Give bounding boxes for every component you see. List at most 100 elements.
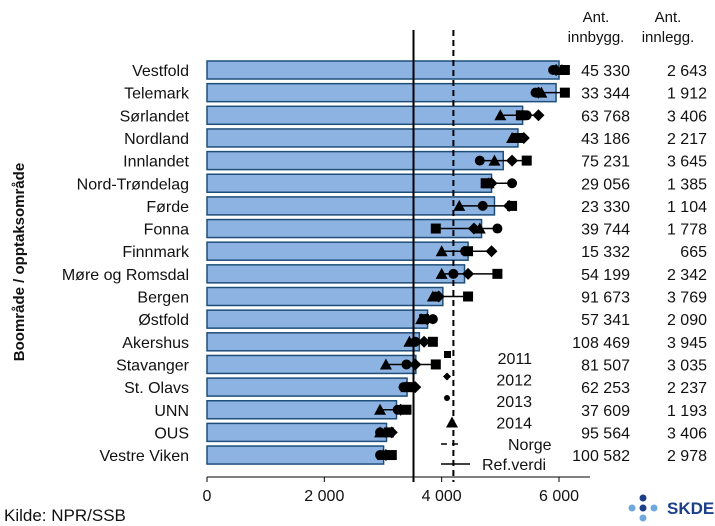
bar-m-re-og-romsdal: [206, 264, 466, 284]
marker-2012: [503, 199, 516, 212]
source-note: Kilde: NPR/SSB: [4, 506, 126, 525]
marker-2012: [462, 267, 475, 280]
bar-bergen: [206, 286, 444, 307]
marker-2012: [506, 154, 519, 167]
marker-2013: [521, 110, 532, 121]
marker-2013: [401, 359, 412, 370]
innlegg-header: innlegg.: [642, 29, 695, 46]
bar-st-olavs: [206, 377, 408, 397]
bar--stfold: [206, 309, 429, 329]
legend-marker-2011: [444, 351, 451, 358]
category-label: Finnmark: [122, 244, 190, 261]
bar-nord-tr-ndelag: [206, 173, 493, 193]
category-label: Nordland: [124, 131, 189, 148]
x-tick-label: 2 000: [304, 488, 344, 505]
marker-2014: [400, 381, 413, 393]
marker-2014: [473, 222, 486, 234]
marker-2014: [377, 449, 389, 461]
bar-vestre-viken: [206, 445, 385, 465]
marker-2012: [385, 426, 398, 439]
innbygg-value: 37 609: [581, 403, 630, 420]
marker-2014: [374, 403, 387, 415]
marker-2013: [477, 200, 488, 211]
innlegg-value: 1 193: [667, 403, 707, 420]
bar-f-rde: [206, 196, 496, 216]
category-label: Bergen: [137, 290, 189, 307]
innlegg-value: 1 104: [667, 199, 707, 216]
marker-2014: [506, 131, 519, 143]
bar-ous: [206, 422, 388, 443]
logo-dot: [639, 504, 647, 512]
legend-label: 2014: [496, 416, 532, 433]
marker-2014: [374, 426, 387, 438]
marker-2012: [532, 109, 545, 122]
marker-2014: [494, 109, 507, 121]
innlegg-value: 3 406: [667, 425, 707, 442]
innbygg-header: innbygg.: [568, 29, 625, 46]
legend: 2011 2012 2013 2014 Norge Ref.verdi: [441, 351, 552, 474]
innbygg-value: 54 199: [581, 267, 630, 284]
marker-2013: [392, 404, 403, 415]
legend-marker-2013: [444, 395, 450, 401]
bar-s-rlandet: [206, 105, 524, 126]
marker-2014: [415, 313, 428, 325]
marker-2014: [435, 245, 448, 257]
innlegg-value: 3 769: [667, 290, 707, 307]
innlegg-value: 2 978: [667, 448, 707, 465]
innbygg-value: 95 564: [581, 425, 630, 442]
count-columns: Ant. innbygg. Ant. innlegg. 45 330 33 344 63 7…: [568, 9, 707, 465]
logo-text: SKDE: [667, 499, 714, 518]
bar-nordland: [206, 128, 519, 148]
x-tick-label: 4 000: [422, 488, 462, 505]
marker-2011: [427, 336, 438, 347]
marker-2013: [460, 246, 471, 257]
legend-label: Norge: [508, 437, 552, 454]
innlegg-value: 2 217: [667, 131, 707, 148]
marker-2012: [517, 131, 530, 144]
marker-2014: [488, 154, 501, 166]
category-label: Stavanger: [116, 357, 190, 374]
innlegg-value: 2 237: [667, 380, 707, 397]
marker-2011: [521, 155, 532, 166]
innbygg-value: 23 330: [581, 199, 630, 216]
innbygg-value: 81 507: [581, 357, 630, 374]
year-markers: [374, 64, 570, 462]
x-tick-label: 0: [203, 488, 212, 505]
x-axis: 0 2 000 4 000 6 000: [203, 476, 590, 505]
category-label: St. Olavs: [124, 380, 189, 397]
x-tick-label: 6 000: [539, 488, 579, 505]
marker-2012: [409, 381, 422, 394]
marker-2013: [427, 314, 438, 325]
innbygg-value: 43 186: [581, 131, 630, 148]
marker-2011: [430, 223, 441, 234]
category-label: Akershus: [122, 335, 189, 352]
innbygg-value: 75 231: [581, 154, 630, 171]
marker-2011: [430, 359, 441, 370]
logo-dot: [639, 494, 647, 502]
legend-label: Ref.verdi: [482, 457, 546, 474]
marker-2014: [482, 177, 495, 189]
legend-label: 2011: [498, 351, 533, 368]
y-axis-label: Boområde / opptaksområde: [11, 163, 28, 361]
marker-2011: [492, 268, 503, 279]
category-label: UNN: [154, 403, 189, 420]
legend-marker-2012: [443, 372, 451, 381]
skde-logo: SKDE: [628, 494, 714, 522]
innlegg-value: 665: [680, 244, 707, 261]
marker-2011: [515, 110, 526, 121]
marker-2014: [426, 290, 439, 302]
legend-marker-2014: [446, 416, 458, 428]
category-label: Fonna: [144, 222, 189, 239]
innlegg-value: 2 643: [667, 63, 707, 80]
innbygg-value: 62 253: [581, 380, 630, 397]
bar-akershus: [206, 332, 421, 352]
innbygg-value: 45 330: [581, 63, 630, 80]
marker-2014: [535, 86, 548, 98]
marker-2014: [453, 199, 466, 211]
logo-dot: [628, 504, 636, 512]
category-label: Telemark: [124, 86, 190, 103]
marker-2013: [474, 155, 485, 166]
category-label: Møre og Romsdal: [62, 267, 189, 284]
category-label: Nord-Trøndelag: [77, 176, 189, 193]
category-label: Innlandet: [123, 154, 189, 171]
